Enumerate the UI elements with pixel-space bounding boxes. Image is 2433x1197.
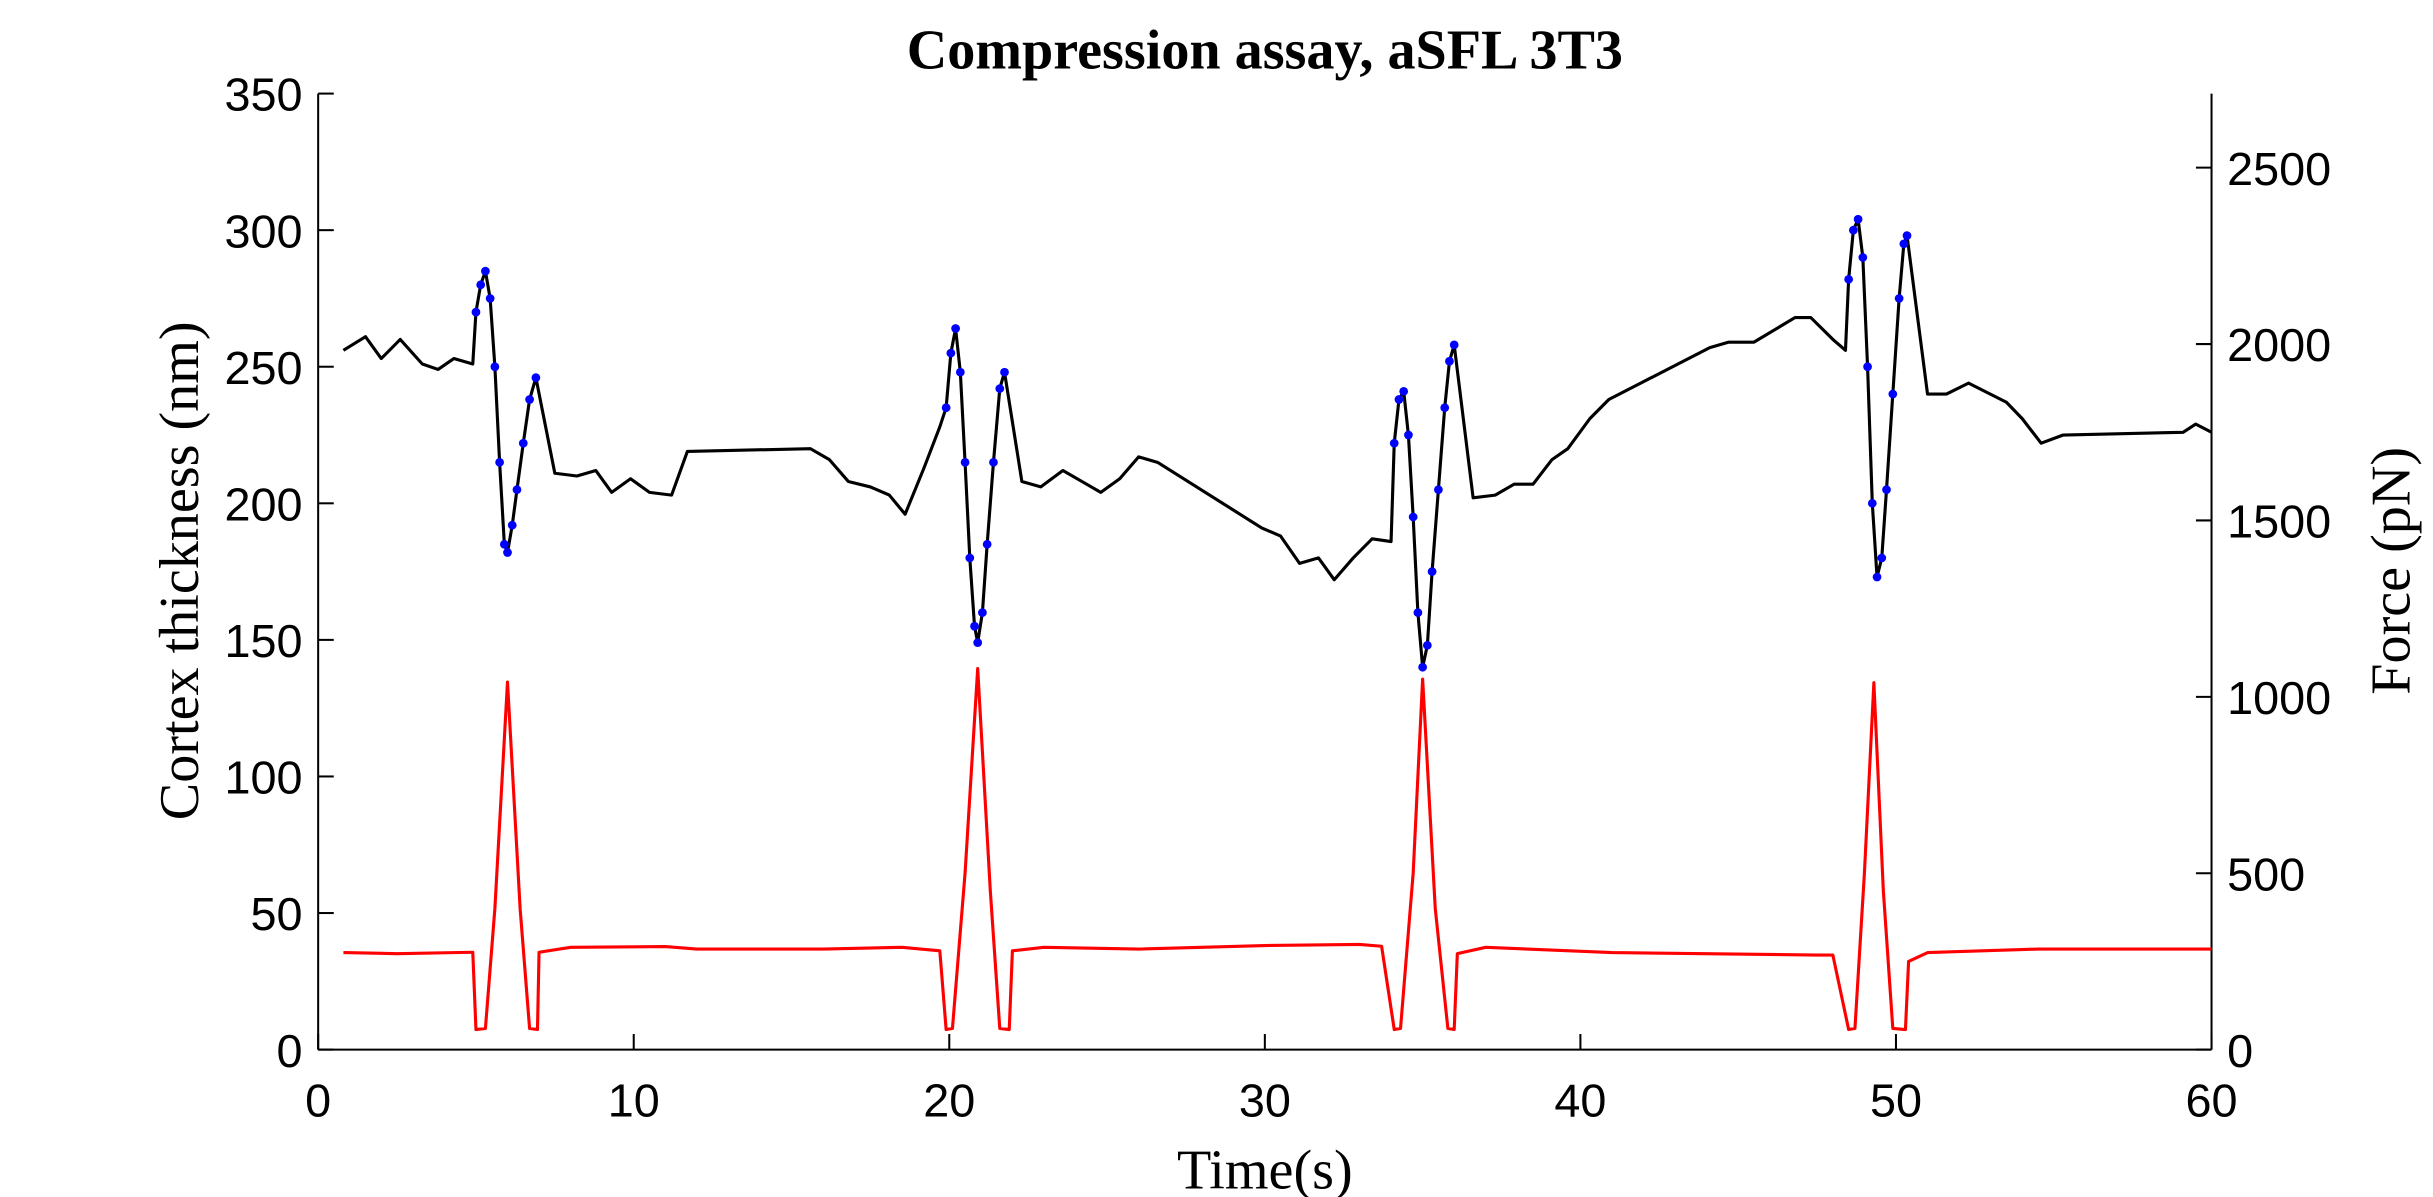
- data-point: [1422, 640, 1432, 650]
- data-point: [1418, 662, 1427, 672]
- x-tick-label: 40: [1554, 1075, 1606, 1127]
- y-tick-label: 0: [277, 1025, 303, 1077]
- data-point: [471, 307, 481, 317]
- y-tick-label: 200: [225, 478, 303, 530]
- y2-axis-label: Force (pN): [2361, 447, 2423, 695]
- data-point: [995, 384, 1005, 393]
- data-point: [490, 362, 500, 372]
- data-point: [525, 395, 534, 404]
- data-point: [1888, 389, 1898, 399]
- data-point: [1404, 430, 1413, 440]
- data-point: [503, 548, 512, 557]
- data-point: [955, 367, 965, 377]
- data-line: [343, 667, 2212, 1032]
- y-tick-label: 150: [225, 615, 303, 667]
- data-point: [1867, 498, 1877, 508]
- data-point: [1853, 214, 1863, 224]
- data-point: [1844, 274, 1854, 284]
- data-point: [1863, 362, 1872, 372]
- y2-tick-label: 2500: [2227, 143, 2331, 195]
- data-point: [531, 373, 541, 383]
- data-point: [1427, 567, 1437, 576]
- data-point: [512, 485, 522, 495]
- x-tick-label: 10: [608, 1075, 660, 1127]
- data-point: [518, 438, 528, 448]
- data-point: [1399, 386, 1409, 396]
- data-point: [1894, 294, 1904, 303]
- data-point: [951, 324, 960, 333]
- data-point: [1858, 253, 1868, 262]
- data-point: [1000, 367, 1009, 377]
- data-point: [1440, 403, 1450, 413]
- data-point: [982, 539, 992, 549]
- data-point: [499, 539, 509, 549]
- data-point: [1408, 512, 1418, 522]
- data-point: [978, 608, 987, 617]
- data-point: [507, 520, 517, 530]
- y2-tick-label: 1000: [2227, 672, 2331, 724]
- y2-tick-label: 2000: [2227, 319, 2331, 371]
- data-point: [476, 280, 486, 290]
- x-axis-label: Time(s): [1177, 1139, 1353, 1197]
- y-tick-label: 50: [251, 888, 303, 940]
- x-tick-label: 0: [305, 1075, 331, 1127]
- data-point: [1849, 225, 1858, 235]
- x-tick-label: 30: [1239, 1075, 1291, 1127]
- y-tick-label: 350: [225, 69, 303, 121]
- y-tick-label: 300: [225, 205, 303, 257]
- y2-tick-label: 0: [2227, 1025, 2253, 1077]
- data-point: [1394, 395, 1404, 404]
- data-point: [1413, 608, 1423, 617]
- y-axis-label: Cortex thickness (nm): [149, 321, 211, 820]
- data-point: [960, 457, 970, 467]
- x-tick-label: 60: [2186, 1075, 2238, 1127]
- y-tick-label: 250: [225, 342, 303, 394]
- data-point: [965, 553, 975, 563]
- data-point: [1449, 340, 1459, 350]
- data-point: [1902, 231, 1912, 240]
- data-point: [1872, 572, 1882, 582]
- x-tick-label: 50: [1870, 1075, 1922, 1127]
- data-point: [973, 638, 983, 647]
- data-point: [941, 403, 951, 413]
- data-point: [1882, 485, 1891, 495]
- data-point: [989, 457, 998, 467]
- data-point: [1877, 553, 1887, 563]
- data-point: [1434, 485, 1443, 495]
- data-point: [1899, 239, 1909, 249]
- data-point: [970, 621, 979, 631]
- chart-title: Compression assay, aSFL 3T3: [907, 20, 1623, 82]
- y2-tick-label: 1500: [2227, 496, 2331, 548]
- data-point: [481, 266, 490, 276]
- data-point: [1389, 438, 1399, 448]
- data-point: [495, 457, 504, 467]
- y-tick-label: 100: [225, 752, 303, 804]
- x-tick-label: 20: [923, 1075, 975, 1127]
- data-point: [1445, 356, 1454, 366]
- data-line: [342, 217, 2213, 669]
- data-point: [485, 294, 495, 303]
- data-point: [946, 348, 956, 358]
- y2-tick-label: 500: [2227, 848, 2305, 900]
